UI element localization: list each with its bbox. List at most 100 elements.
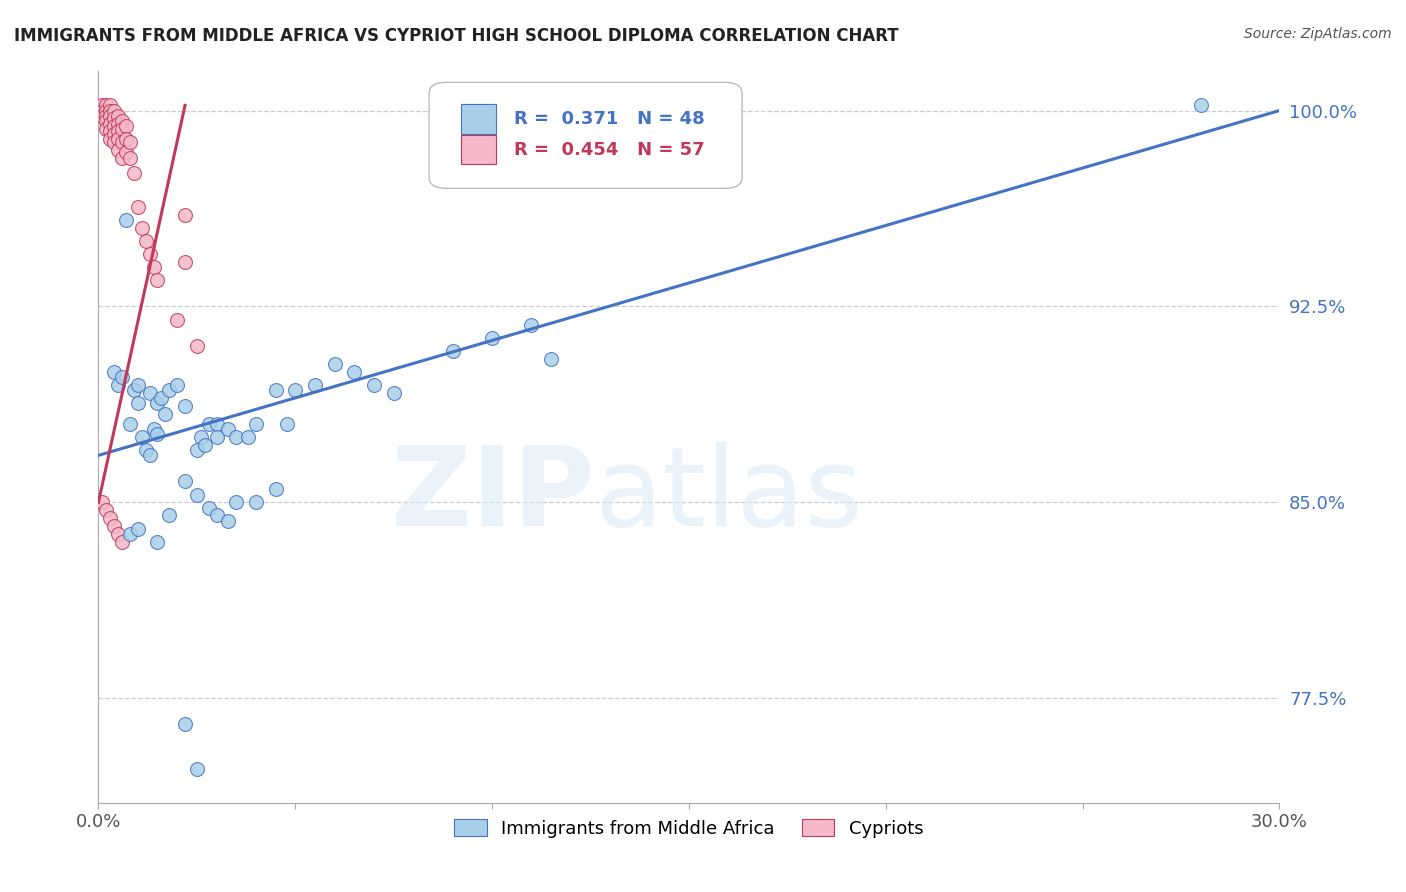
Point — [96, 109, 118, 123]
Point — [111, 114, 134, 128]
Point — [103, 127, 125, 141]
Point — [111, 534, 134, 549]
Point — [103, 119, 125, 133]
Point — [146, 273, 169, 287]
Point — [107, 143, 129, 157]
Point — [103, 519, 125, 533]
Point — [284, 383, 307, 397]
Point — [91, 103, 114, 118]
Bar — [461, 104, 496, 134]
Point — [323, 357, 346, 371]
Point — [96, 503, 118, 517]
Point — [98, 109, 121, 123]
Point — [115, 213, 138, 227]
Point — [540, 351, 562, 366]
Point — [98, 117, 121, 131]
Point — [107, 526, 129, 541]
Point — [146, 534, 169, 549]
Point — [236, 430, 259, 444]
Point — [115, 119, 138, 133]
Point — [194, 438, 217, 452]
Point — [174, 255, 197, 269]
Point — [174, 399, 197, 413]
Point — [304, 377, 326, 392]
Point — [197, 417, 219, 431]
Point — [166, 377, 188, 392]
Text: ZIP: ZIP — [391, 442, 595, 549]
Point — [276, 417, 298, 431]
Point — [174, 475, 197, 489]
Point — [127, 522, 149, 536]
Point — [135, 234, 157, 248]
Point — [186, 443, 208, 458]
Point — [118, 135, 141, 149]
Point — [520, 318, 543, 332]
Point — [190, 430, 212, 444]
Point — [217, 514, 239, 528]
Point — [118, 526, 141, 541]
Point — [174, 717, 197, 731]
Point — [155, 407, 177, 421]
Point — [96, 114, 118, 128]
Text: R =  0.454   N = 57: R = 0.454 N = 57 — [515, 141, 704, 159]
Point — [107, 132, 129, 146]
Point — [107, 109, 129, 123]
Point — [118, 417, 141, 431]
FancyBboxPatch shape — [429, 82, 742, 188]
Point — [186, 762, 208, 776]
Point — [107, 377, 129, 392]
Point — [142, 422, 165, 436]
Point — [103, 365, 125, 379]
Text: Source: ZipAtlas.com: Source: ZipAtlas.com — [1244, 27, 1392, 41]
Point — [186, 339, 208, 353]
Point — [142, 260, 165, 275]
Point — [91, 109, 114, 123]
Point — [111, 121, 134, 136]
Point — [245, 417, 267, 431]
Point — [103, 135, 125, 149]
Point — [363, 377, 385, 392]
Point — [111, 135, 134, 149]
Point — [111, 151, 134, 165]
Point — [138, 247, 160, 261]
Point — [150, 391, 173, 405]
Point — [135, 443, 157, 458]
Point — [115, 132, 138, 146]
Point — [205, 430, 228, 444]
Point — [157, 383, 180, 397]
Point — [382, 385, 405, 400]
Point — [264, 383, 287, 397]
Point — [107, 117, 129, 131]
Point — [98, 124, 121, 138]
Point — [107, 124, 129, 138]
Point — [103, 103, 125, 118]
Point — [127, 396, 149, 410]
Point — [98, 511, 121, 525]
Point — [91, 98, 114, 112]
Point — [225, 430, 247, 444]
Point — [131, 221, 153, 235]
Point — [441, 343, 464, 358]
Point — [225, 495, 247, 509]
Point — [91, 495, 114, 509]
Point — [96, 98, 118, 112]
Point — [217, 422, 239, 436]
Text: IMMIGRANTS FROM MIDDLE AFRICA VS CYPRIOT HIGH SCHOOL DIPLOMA CORRELATION CHART: IMMIGRANTS FROM MIDDLE AFRICA VS CYPRIOT… — [14, 27, 898, 45]
Point — [197, 500, 219, 515]
Point — [157, 508, 180, 523]
Point — [264, 483, 287, 497]
Text: atlas: atlas — [595, 442, 863, 549]
Point — [111, 370, 134, 384]
Point — [131, 430, 153, 444]
Point — [122, 166, 145, 180]
Bar — [461, 135, 496, 164]
Point — [98, 103, 121, 118]
Point — [118, 151, 141, 165]
Legend: Immigrants from Middle Africa, Cypriots: Immigrants from Middle Africa, Cypriots — [447, 813, 931, 845]
Point — [98, 98, 121, 112]
Point — [138, 448, 160, 462]
Point — [98, 132, 121, 146]
Point — [1189, 98, 1212, 112]
Point — [96, 103, 118, 118]
Point — [127, 377, 149, 392]
